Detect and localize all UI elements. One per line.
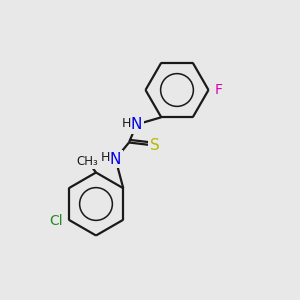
Text: F: F — [215, 83, 223, 97]
Text: H: H — [100, 151, 110, 164]
Text: CH₃: CH₃ — [77, 155, 98, 168]
Text: S: S — [150, 138, 159, 153]
Text: N: N — [131, 117, 142, 132]
Text: N: N — [110, 152, 121, 166]
Text: Cl: Cl — [50, 214, 63, 228]
Text: H: H — [122, 116, 132, 130]
